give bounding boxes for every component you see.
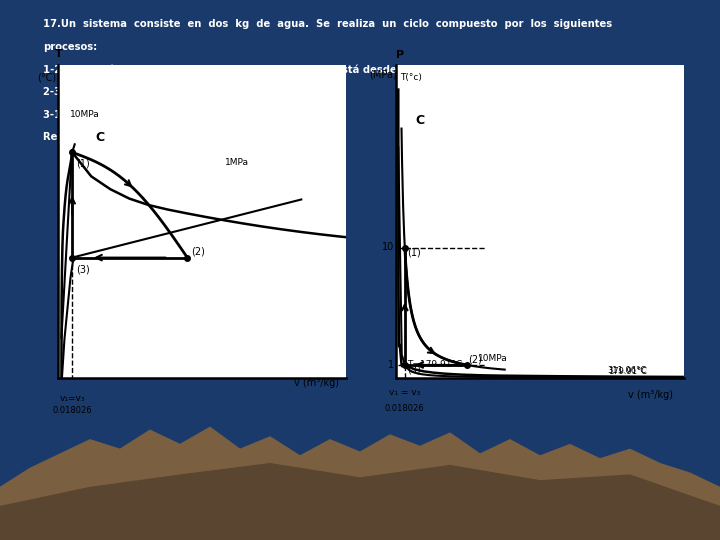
Text: 0.018026: 0.018026 (385, 404, 425, 413)
Text: 0.018026: 0.018026 (53, 406, 92, 415)
Text: C: C (415, 113, 425, 126)
Text: 10: 10 (382, 242, 394, 253)
Text: T=179.91°C: T=179.91°C (408, 360, 463, 369)
Text: (°C): (°C) (37, 73, 56, 83)
Text: v (m³/kg): v (m³/kg) (294, 378, 339, 388)
Text: v₁ = v₃: v₁ = v₃ (389, 388, 420, 397)
Text: 10MPa: 10MPa (70, 110, 99, 119)
Text: 311.06°C: 311.06°C (608, 366, 647, 375)
Text: 17.Un  sistema  consiste  en  dos  kg  de  agua.  Se  realiza  un  ciclo  compue: 17.Un sistema consiste en dos kg de agua… (43, 19, 612, 29)
Text: 3-1:calentamiento a volumen constante.: 3-1:calentamiento a volumen constante. (43, 110, 271, 120)
Text: T: T (55, 49, 63, 59)
Text: (MPa): (MPa) (369, 70, 397, 80)
Text: 179.91°C: 179.91°C (608, 367, 647, 376)
Text: P: P (396, 50, 404, 60)
Text: (1): (1) (76, 159, 90, 168)
Text: 2-3:proceso a P=cte  hasta que v₁=v₃: 2-3:proceso a P=cte hasta que v₁=v₃ (43, 87, 253, 97)
Text: 1: 1 (388, 360, 394, 370)
Text: Represente el ciclo en los diagramas P-v y T-v.: Represente el ciclo en los diagramas P-v… (43, 132, 305, 143)
Text: 10MPa: 10MPa (478, 354, 508, 363)
Text: C: C (96, 131, 104, 144)
Text: (2): (2) (191, 246, 205, 256)
Text: v₁=v₃: v₁=v₃ (60, 394, 85, 403)
Text: (1): (1) (407, 247, 420, 258)
Text: procesos:: procesos: (43, 42, 97, 52)
Text: T(°c): T(°c) (400, 73, 422, 83)
Text: (2): (2) (469, 355, 482, 365)
Text: (3): (3) (407, 365, 420, 375)
Text: (3): (3) (76, 264, 90, 274)
Text: 1-2: expansín con Pv=cte; donde el vapor saturado está desde 10bar hasta 100bar.: 1-2: expansín con Pv=cte; donde el vapor… (43, 64, 514, 75)
Text: 1MPa: 1MPa (225, 158, 249, 167)
Text: v (m³/kg): v (m³/kg) (628, 389, 672, 400)
